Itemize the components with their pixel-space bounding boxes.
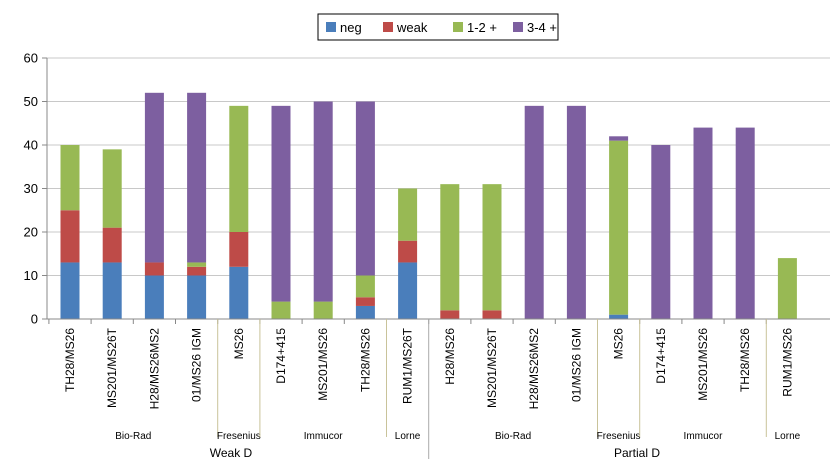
y-tick-label: 40 [24, 138, 38, 153]
super-group-label: Partial D [614, 446, 660, 460]
bar-segment-1-2- [313, 301, 333, 319]
bar-segment-weak [102, 227, 122, 263]
bar-segment-neg [60, 262, 80, 319]
y-tick-label: 20 [24, 225, 38, 240]
bar-segment-1-2- [355, 275, 375, 298]
legend-swatch [513, 22, 523, 32]
bar-segment-weak [355, 297, 375, 306]
bar-segment-neg [355, 305, 375, 319]
group-label: Fresenius [597, 431, 641, 442]
x-category-label: MS26 [232, 328, 246, 360]
x-category-label: MS201/MS26T [485, 327, 499, 408]
x-category-label: MS201/MS26 [696, 328, 710, 401]
y-axis: 0 10 20 30 40 50 60 [24, 51, 48, 327]
bar-segment-1-2- [271, 301, 291, 319]
x-category-label: D174+415 [654, 328, 668, 384]
group-label: Immucor [304, 431, 344, 442]
bar-segment-3-4- [144, 92, 164, 263]
group-label: Lorne [775, 431, 801, 442]
x-category-label: MS26 [612, 328, 626, 360]
y-tick-label: 10 [24, 268, 38, 283]
y-tick-label: 50 [24, 94, 38, 109]
bar-segment-neg [609, 314, 629, 319]
bar-segment-3-4- [651, 145, 671, 319]
legend-swatch [383, 22, 393, 32]
x-category-label: RUM1/MS26 [780, 328, 794, 397]
legend-swatch [453, 22, 463, 32]
y-tick-label: 0 [31, 312, 38, 327]
bar-segment-weak [482, 310, 502, 319]
bar-segment-neg [102, 262, 122, 319]
bar-segment-weak [229, 232, 249, 267]
legend-label: 3-4 + [527, 20, 557, 35]
x-category-label: 01/MS26 IGM [190, 328, 204, 402]
y-tick-label: 60 [24, 51, 38, 66]
x-category-label: H28/MS26MS2 [147, 328, 161, 410]
bar-segment-3-4- [693, 127, 713, 319]
x-category-label: TH28/MS26 [63, 328, 77, 392]
bar-segment-weak [440, 310, 460, 319]
group-label: Lorne [395, 431, 421, 442]
bar-segment-3-4- [187, 92, 207, 263]
x-category-label: D174+415 [274, 328, 288, 384]
bar-segment-1-2- [398, 188, 418, 241]
x-category-label: H28/MS26 [443, 328, 457, 385]
x-category-label: 01/MS26 IGM [569, 328, 583, 402]
x-category-label: H28/MS26MS2 [527, 328, 541, 410]
bar-segment-1-2- [229, 105, 249, 232]
bar-segment-3-4- [735, 127, 755, 319]
bar-segment-1-2- [187, 262, 207, 267]
bar-segment-weak [187, 266, 207, 276]
bar-segment-3-4- [271, 105, 291, 302]
x-axis: TH28/MS26 MS201/MS26T H28/MS26MS2 01/MS26 I… [47, 318, 830, 460]
bar-segment-neg [398, 262, 418, 319]
x-category-label: TH28/MS26 [358, 328, 372, 392]
bar-segment-neg [229, 266, 249, 319]
group-label: Fresenius [217, 431, 261, 442]
bar-segment-weak [60, 210, 80, 263]
bar-segment-1-2- [482, 184, 502, 311]
chart-legend: neg weak 1-2 + 3-4 + [317, 13, 559, 41]
legend-label: neg [340, 20, 362, 35]
grid-lines [47, 57, 830, 320]
y-tick-label: 30 [24, 181, 38, 196]
bar-segment-3-4- [566, 105, 586, 319]
bar-segment-1-2- [609, 140, 629, 315]
super-group-label: Weak D [210, 446, 253, 460]
bar-segment-neg [144, 275, 164, 319]
bar-segment-weak [398, 240, 418, 263]
x-category-label: TH28/MS26 [738, 328, 752, 392]
x-category-label: RUM1/MS26T [401, 327, 415, 404]
group-label: Bio-Rad [115, 431, 151, 442]
bar-segment-1-2- [777, 258, 797, 319]
bar-segment-1-2- [60, 145, 80, 211]
legend-label: weak [396, 20, 428, 35]
group-label: Immucor [684, 431, 724, 442]
bars [60, 92, 797, 319]
legend-label: 1-2 + [467, 20, 497, 35]
bar-segment-weak [144, 262, 164, 276]
legend-swatch [326, 22, 336, 32]
bar-segment-3-4- [355, 101, 375, 276]
bar-segment-3-4- [313, 101, 333, 302]
bar-segment-3-4- [609, 136, 629, 141]
bar-segment-neg [187, 275, 207, 319]
group-label: Bio-Rad [495, 431, 531, 442]
bar-segment-3-4- [524, 105, 544, 319]
x-category-label: MS201/MS26 [316, 328, 330, 401]
x-category-label: MS201/MS26T [105, 327, 119, 408]
bar-segment-1-2- [440, 184, 460, 311]
bar-segment-1-2- [102, 149, 122, 228]
